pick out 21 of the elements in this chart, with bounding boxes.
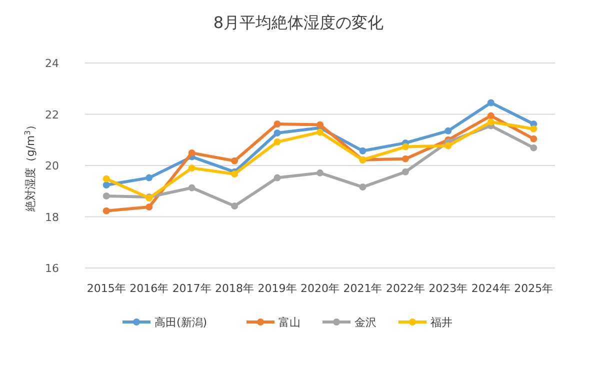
y-tick-label: 16 <box>45 262 59 275</box>
x-tick-label: 2024年 <box>471 282 510 295</box>
chart-title: 8月平均絶体湿度の変化 <box>213 13 384 32</box>
x-tick-label: 2016年 <box>130 282 169 295</box>
x-tick-label: 2019年 <box>258 282 297 295</box>
y-tick-label: 24 <box>45 57 59 70</box>
x-tick-label: 2025年 <box>514 282 554 295</box>
legend-label: 富山 <box>278 316 300 329</box>
y-tick-label: 18 <box>45 210 59 224</box>
y-tick-label: 20 <box>45 160 59 172</box>
legend-label: 高田(新潟) <box>154 316 208 329</box>
legend-label: 金沢 <box>354 316 376 329</box>
x-tick-label: 2020年 <box>300 282 340 295</box>
x-tick-label: 2017年 <box>172 282 212 295</box>
x-tick-label: 2018年 <box>215 282 254 295</box>
y-tick-label: 22 <box>45 108 59 122</box>
legend-label: 福井 <box>430 316 452 329</box>
x-tick-label: 2023年 <box>428 282 468 295</box>
x-tick-label: 2015年 <box>86 282 126 295</box>
x-tick-label: 2022年 <box>386 282 425 295</box>
x-tick-label: 2021年 <box>343 282 382 295</box>
